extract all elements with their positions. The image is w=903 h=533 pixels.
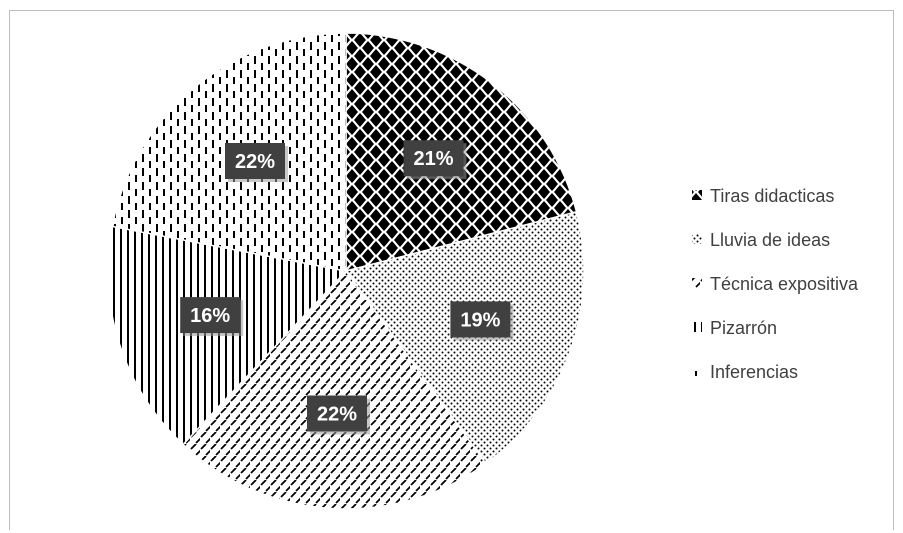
pie-data-labels: 21% 19% 22% 16% 22% bbox=[180, 140, 514, 435]
data-label-lluvia-de-ideas: 19% bbox=[450, 301, 514, 341]
legend-swatch bbox=[692, 322, 702, 332]
legend-swatch bbox=[692, 278, 702, 288]
data-label-text-tecnica-expositiva: 22% bbox=[317, 404, 357, 426]
data-label-text-pizarron: 16% bbox=[190, 305, 230, 327]
legend-item-pizarron: Pizarrón bbox=[692, 318, 777, 338]
legend-label: Lluvia de ideas bbox=[710, 230, 830, 250]
legend-swatch bbox=[692, 366, 702, 376]
legend-item-inferencias: Inferencias bbox=[692, 362, 798, 382]
legend-label: Técnica expositiva bbox=[710, 274, 859, 294]
legend: Tiras didacticas Lluvia de ideas Técnica e… bbox=[692, 186, 859, 382]
legend-swatch bbox=[692, 190, 702, 200]
data-label-pizarron: 16% bbox=[180, 297, 244, 337]
legend-item-tiras-didacticas: Tiras didacticas bbox=[692, 186, 834, 206]
legend-label: Inferencias bbox=[710, 362, 798, 382]
legend-label: Pizarrón bbox=[710, 318, 777, 338]
data-label-text-lluvia-de-ideas: 19% bbox=[460, 309, 500, 331]
data-label-tiras-didacticas: 21% bbox=[403, 140, 467, 180]
legend-label: Tiras didacticas bbox=[710, 186, 834, 206]
legend-item-lluvia-de-ideas: Lluvia de ideas bbox=[692, 230, 830, 250]
pie-slices bbox=[107, 32, 585, 510]
data-label-tecnica-expositiva: 22% bbox=[307, 395, 370, 435]
data-label-text-inferencias: 22% bbox=[235, 151, 275, 173]
legend-swatch bbox=[692, 234, 702, 244]
data-label-text-tiras-didacticas: 21% bbox=[413, 148, 453, 170]
data-label-inferencias: 22% bbox=[225, 143, 288, 182]
slice-tecnica-expositiva bbox=[182, 269, 487, 510]
chart-frame bbox=[9, 10, 894, 530]
legend-item-tecnica-expositiva: Técnica expositiva bbox=[692, 274, 859, 294]
